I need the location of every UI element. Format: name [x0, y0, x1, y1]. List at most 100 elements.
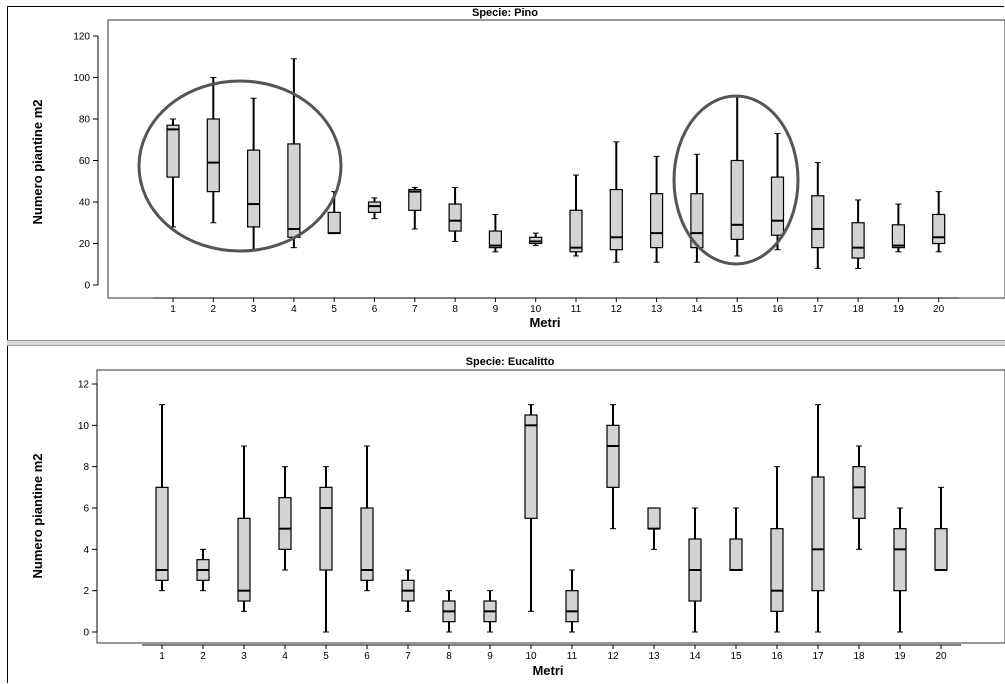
pino-y-tick-label: 100: [73, 73, 90, 84]
pino-y-tick-label: 60: [79, 156, 91, 167]
eucalitto-box-15: [729, 507, 743, 571]
pino-iqr-box: [690, 193, 704, 249]
pino-iqr-box: [569, 209, 583, 253]
pino-y-tick-label: 80: [79, 115, 91, 126]
eucalitto-y-tick-label: 0: [83, 628, 89, 639]
eucalitto-iqr-box: [770, 528, 784, 612]
pino-x-tick-label: 9: [493, 304, 499, 315]
eucalitto-iqr-box: [360, 507, 374, 581]
pino-x-tick-label: 16: [772, 304, 784, 315]
eucalitto-box-13: [647, 507, 661, 550]
pino-iqr-box: [408, 188, 422, 211]
pino-iqr-box: [166, 124, 180, 178]
eucalitto-x-tick-label: 2: [200, 651, 206, 662]
eucalitto-y-axis: 0 2 4 6 8 10 12: [78, 380, 98, 639]
pino-iqr-box: [932, 213, 946, 245]
pino-plot-frame: [107, 19, 1005, 299]
eucalitto-x-tick-label: 18: [853, 651, 865, 662]
eucalitto-box-9: [483, 590, 497, 633]
pino-x-tick-label: 19: [893, 304, 905, 315]
eucalitto-title: Specie: Eucalitto: [466, 356, 555, 368]
pino-y-tick-label: 40: [79, 198, 91, 209]
pino-box-20: [932, 191, 946, 253]
pino-x-tick-label: 13: [651, 304, 663, 315]
eucalitto-y-tick-label: 10: [78, 421, 90, 432]
pino-box-13: [649, 155, 664, 263]
eucalitto-x-tick-label: 8: [446, 651, 452, 662]
eucalitto-box-16: [770, 466, 784, 633]
eucalitto-x-tick-label: 7: [405, 651, 411, 662]
eucalitto-x-tick-label: 16: [771, 651, 783, 662]
pino-x-tick-label: 3: [251, 304, 257, 315]
eucalitto-x-tick-label: 10: [525, 651, 537, 662]
eucalitto-box-5: [319, 466, 333, 633]
pino-x-tick-label: 18: [853, 304, 865, 315]
pino-x-tick-label: 4: [291, 304, 297, 315]
eucalitto-box-14: [688, 507, 702, 633]
pino-y-tick-label: 120: [73, 32, 90, 43]
eucalitto-iqr-box: [893, 528, 907, 592]
pino-x-tick-label: 6: [372, 304, 378, 315]
pino-box-8: [448, 186, 462, 242]
eucalitto-y-tick-label: 8: [83, 462, 89, 473]
pino-box-15: [730, 95, 744, 257]
eucalitto-x-tick-label: 17: [812, 651, 824, 662]
eucalitto-iqr-box: [852, 466, 866, 519]
pino-box-5: [327, 191, 341, 235]
pino-iqr-box: [247, 149, 261, 228]
pino-x-tick-label: 15: [732, 304, 744, 315]
eucalitto-x-tick-label: 14: [689, 651, 701, 662]
pino-x-tick-label: 14: [691, 304, 703, 315]
pino-x-tick-label: 20: [933, 304, 945, 315]
eucalitto-iqr-box: [565, 590, 579, 623]
eucalitto-box-2: [196, 548, 210, 592]
pino-iqr-box: [206, 118, 220, 193]
eucalitto-box-19: [893, 507, 907, 633]
pino-x-tick-label: 7: [412, 304, 418, 315]
eucalitto-box-6: [360, 445, 374, 592]
eucalitto-box-1: [155, 404, 169, 592]
eucalitto-x-tick-label: 1: [159, 651, 165, 662]
pino-x-tick-label: 8: [452, 304, 458, 315]
eucalitto-x-label: Metri: [532, 663, 563, 678]
pino-box-17: [811, 162, 825, 269]
eucalitto-box-18: [852, 445, 866, 550]
eucalitto-x-tick-label: 12: [607, 651, 619, 662]
pino-x-tick-label: 12: [611, 304, 623, 315]
pino-iqr-box: [811, 195, 825, 249]
pino-box-2: [206, 77, 220, 224]
eucalitto-box-4: [278, 466, 292, 571]
eucalitto-box-17: [811, 404, 825, 633]
pino-box-1: [166, 118, 180, 228]
eucalitto-iqr-box: [606, 424, 620, 488]
pino-annotation-ellipse-right: [672, 94, 800, 266]
eucalitto-box-11: [565, 569, 579, 633]
eucalitto-plot-frame: [96, 369, 1005, 644]
pino-iqr-box: [327, 211, 341, 234]
pino-box-14: [690, 153, 704, 263]
pino-box-6: [367, 197, 382, 220]
eucalitto-y-tick-label: 6: [83, 504, 89, 515]
eucalitto-x-axis: 1 2 3 4 5 6 7 8 9 10 11 12 13 14 15 16 17 18 19 20: [142, 644, 961, 662]
pino-y-tick-label: 0: [84, 281, 90, 292]
eucalitto-boxes: [155, 404, 948, 633]
pino-box-18: [851, 199, 865, 269]
pino-box-9: [488, 213, 502, 253]
eucalitto-box-10: [524, 404, 538, 612]
pino-box-7: [408, 186, 422, 230]
pino-x-tick-label: 10: [530, 304, 542, 315]
panel-separator: [7, 340, 1005, 346]
eucalitto-box-3: [237, 445, 251, 612]
eucalitto-iqr-box: [237, 517, 251, 602]
pino-iqr-box: [730, 159, 744, 240]
eucalitto-box-12: [606, 404, 620, 530]
pino-iqr-box: [649, 193, 664, 249]
eucalitto-iqr-box: [647, 507, 661, 530]
pino-y-label: Numero piantine m2: [30, 100, 45, 225]
pino-iqr-box: [287, 143, 301, 238]
eucalitto-x-tick-label: 9: [487, 651, 493, 662]
eucalitto-x-tick-label: 19: [894, 651, 906, 662]
